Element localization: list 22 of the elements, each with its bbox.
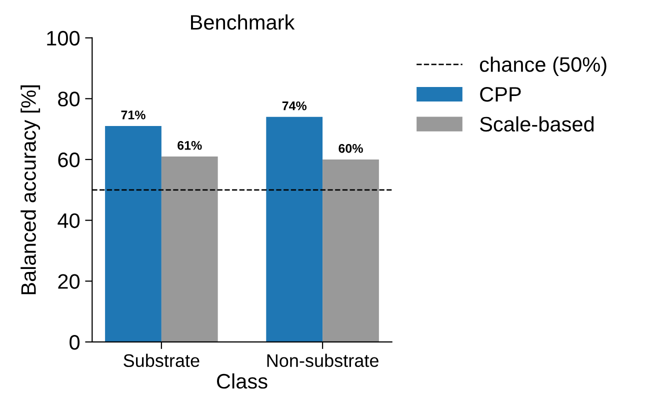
x-axis-title: Class bbox=[217, 373, 268, 389]
data-label: 60% bbox=[338, 144, 363, 153]
bar bbox=[105, 126, 162, 342]
y-tick-label: 100 bbox=[47, 30, 80, 46]
y-tick-label: 0 bbox=[70, 334, 80, 350]
bar bbox=[266, 116, 323, 342]
data-label: 71% bbox=[121, 110, 146, 120]
y-tick-label: 60 bbox=[58, 152, 80, 168]
legend-label: Scale-based bbox=[480, 116, 594, 132]
bar bbox=[322, 159, 379, 342]
chart-title: Benchmark bbox=[191, 14, 295, 30]
y-tick-label: 20 bbox=[58, 274, 80, 289]
legend-label: chance (50%) bbox=[480, 56, 606, 76]
y-axis-title: Balanced accuracy [%] bbox=[20, 85, 40, 294]
legend-label: CPP bbox=[480, 86, 521, 102]
y-tick-label: 80 bbox=[58, 92, 80, 106]
y-tick-label: 40 bbox=[58, 213, 80, 228]
x-tick-label: Substrate bbox=[124, 354, 200, 368]
bar bbox=[161, 156, 218, 342]
data-label: 74% bbox=[282, 101, 307, 110]
x-tick-label: Non-substrate bbox=[267, 354, 378, 368]
data-label: 61% bbox=[178, 140, 202, 150]
